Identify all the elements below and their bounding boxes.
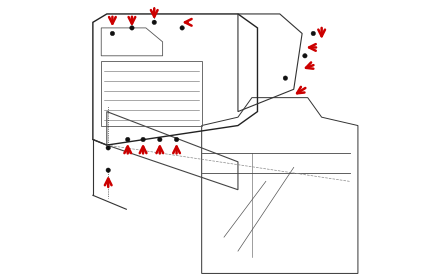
Circle shape (106, 168, 111, 172)
Circle shape (311, 31, 315, 36)
Circle shape (130, 26, 134, 30)
Circle shape (180, 26, 185, 30)
Circle shape (158, 137, 162, 142)
Circle shape (110, 31, 115, 36)
Circle shape (141, 137, 145, 142)
Circle shape (152, 20, 156, 25)
Circle shape (283, 76, 288, 80)
Circle shape (125, 137, 130, 142)
Circle shape (303, 54, 307, 58)
Circle shape (174, 137, 179, 142)
Circle shape (106, 146, 111, 150)
